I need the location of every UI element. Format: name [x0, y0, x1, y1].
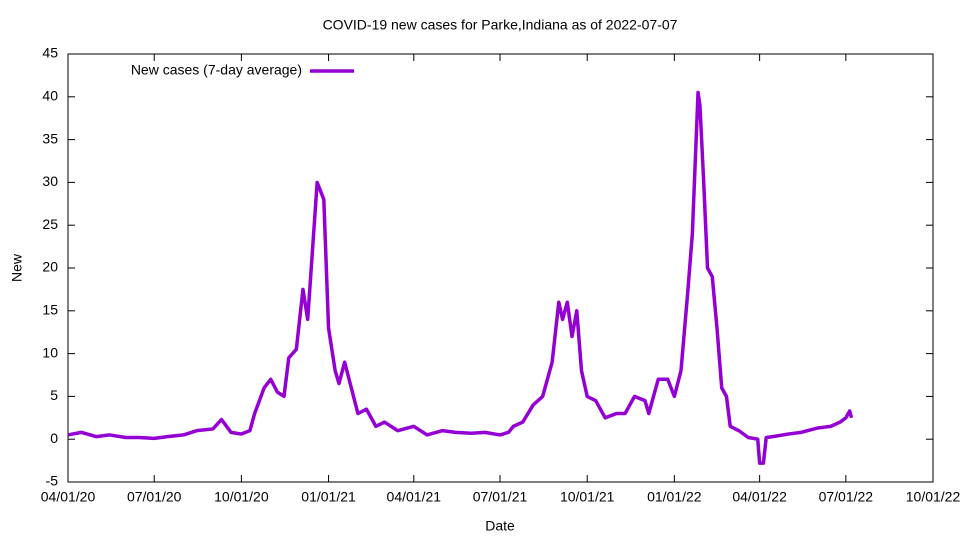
y-tick-label: 20	[42, 259, 58, 275]
y-tick-label: 35	[42, 130, 58, 146]
x-tick-label: 07/01/21	[473, 489, 528, 505]
y-tick-label: 25	[42, 216, 58, 232]
y-tick-label: 40	[42, 88, 58, 104]
x-tick-label: 10/01/22	[906, 489, 960, 505]
y-tick-label: 30	[42, 173, 58, 189]
y-tick-label: 5	[50, 387, 58, 403]
plot-border	[67, 53, 934, 483]
chart-title: COVID-19 new cases for Parke,Indiana as …	[323, 17, 678, 33]
x-tick-label: 04/01/22	[732, 489, 787, 505]
x-axis-label: Date	[485, 518, 515, 534]
y-tick-label: 45	[42, 45, 58, 61]
x-tick-label: 10/01/20	[214, 489, 269, 505]
x-tick-label: 07/01/22	[819, 489, 874, 505]
x-tick-label: 04/01/21	[387, 489, 442, 505]
y-tick-label: 15	[42, 302, 58, 318]
y-tick-label: -5	[46, 473, 59, 489]
y-tick-label: 0	[50, 430, 58, 446]
y-tick-label: 10	[42, 344, 58, 360]
x-tick-label: 01/01/22	[647, 489, 702, 505]
x-tick-label: 07/01/20	[127, 489, 182, 505]
x-tick-label: 04/01/20	[41, 489, 96, 505]
x-tick-label: 01/01/21	[301, 489, 356, 505]
legend-label: New cases (7-day average)	[131, 62, 302, 78]
x-tick-label: 10/01/21	[560, 489, 615, 505]
y-axis-label: New	[9, 253, 25, 282]
data-line	[67, 90, 854, 465]
